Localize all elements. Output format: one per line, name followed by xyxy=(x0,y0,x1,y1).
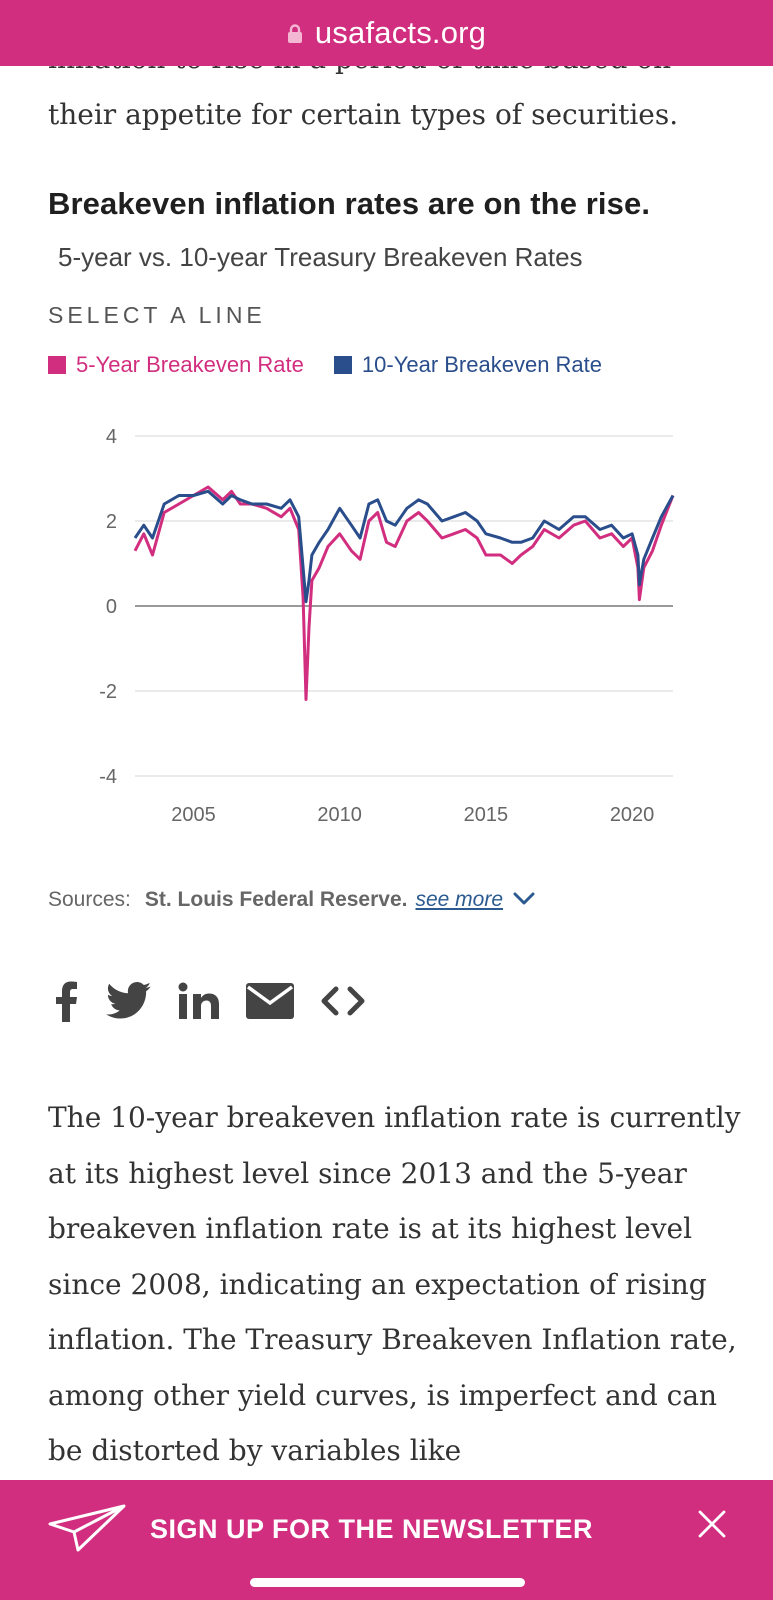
embed-icon[interactable] xyxy=(320,985,366,1017)
legend-label-5-year: 5-Year Breakeven Rate xyxy=(76,352,304,377)
legend-label-10-year: 10-Year Breakeven Rate xyxy=(361,352,603,377)
newsletter-signup-label[interactable]: SIGN UP FOR THE NEWSLETTER xyxy=(150,1514,594,1544)
sources-name: St. Louis Federal Reserve. xyxy=(144,888,408,911)
x-tick-label: 2005 xyxy=(171,804,216,826)
legend-item-10-year[interactable]: 10-Year Breakeven Rate xyxy=(333,352,603,378)
twitter-icon[interactable] xyxy=(106,982,152,1020)
y-tick-label: 0 xyxy=(106,596,117,618)
facebook-icon[interactable] xyxy=(52,980,80,1022)
browser-domain: usafacts.org xyxy=(314,15,487,50)
email-icon[interactable] xyxy=(246,983,294,1019)
intro-line: their appetite for certain types of secu… xyxy=(48,98,679,131)
y-tick-label: -2 xyxy=(99,681,117,703)
chevron-down-icon[interactable] xyxy=(513,888,535,912)
chart-subtitle: 5-year vs. 10-year Treasury Breakeven Ra… xyxy=(58,242,583,272)
select-line-label: SELECT A LINE xyxy=(48,302,266,328)
article-paragraph: The 10-year breakeven inflation rate is … xyxy=(48,1101,741,1467)
sources-label: Sources: xyxy=(48,888,131,911)
home-indicator xyxy=(250,1578,525,1587)
close-icon[interactable] xyxy=(698,1510,726,1543)
chart-legend: 5-Year Breakeven Rate 10-Year Breakeven … xyxy=(48,352,632,378)
x-tick-label: 2020 xyxy=(610,804,655,826)
y-tick-label: -4 xyxy=(99,766,117,788)
y-tick-label: 2 xyxy=(106,511,117,533)
x-tick-label: 2015 xyxy=(464,804,509,826)
series-line-5-year xyxy=(133,485,675,701)
share-bar xyxy=(52,980,392,1022)
browser-address-bar[interactable]: usafacts.org xyxy=(0,0,773,66)
paper-plane-icon xyxy=(48,1504,128,1557)
chart-title: Breakeven inflation rates are on the ris… xyxy=(48,186,651,221)
x-tick-label: 2010 xyxy=(317,804,362,826)
legend-swatch-10-year xyxy=(333,356,352,374)
series-line-10-year xyxy=(133,489,675,604)
chart-sources: Sources: St. Louis Federal Reserve. see … xyxy=(48,888,535,912)
linkedin-icon[interactable] xyxy=(178,982,220,1020)
legend-item-5-year[interactable]: 5-Year Breakeven Rate xyxy=(48,352,304,378)
legend-swatch-5-year xyxy=(48,356,66,374)
line-chart[interactable]: 4 2 0 -2 -4 2005 2010 2015 2020 xyxy=(90,410,690,830)
y-tick-label: 4 xyxy=(106,426,117,448)
see-more-link[interactable]: see more xyxy=(415,888,504,911)
lock-icon xyxy=(287,24,303,44)
